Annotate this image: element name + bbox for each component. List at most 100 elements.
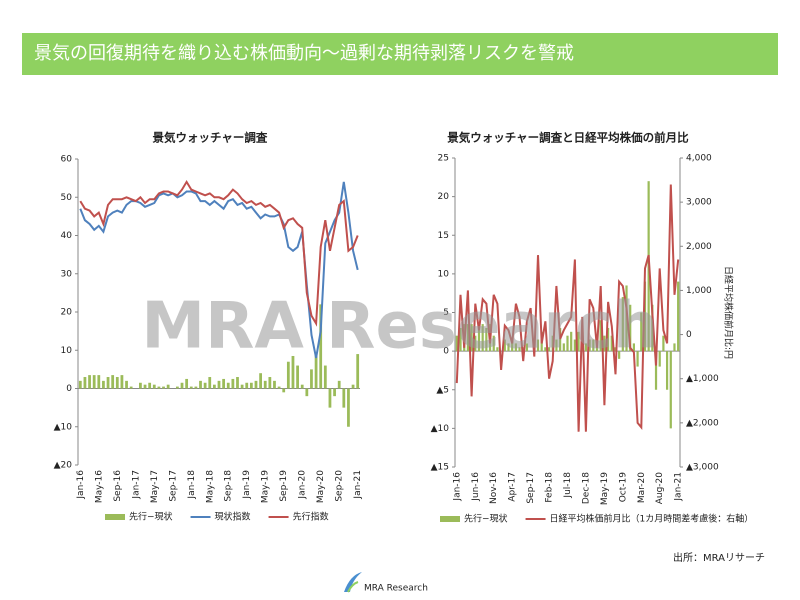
bar [139, 382, 142, 389]
header-title: 景気の回復期待を織り込む株価動向～過剰な期待剥落リスクを警戒 [34, 43, 574, 64]
y2-tick-label: ▲1,000 [686, 374, 719, 384]
legend-label: 先行−現状 [464, 513, 508, 525]
x-tick-label: May-17 [150, 470, 160, 503]
bar [125, 380, 128, 389]
bar [514, 343, 517, 352]
y-tick-label: 25 [438, 154, 449, 164]
bar [208, 377, 212, 389]
x-tick-label: Jan-16 [452, 472, 462, 502]
bar [599, 320, 602, 352]
x-tick-label: Sep-17 [526, 472, 536, 504]
bar [83, 377, 87, 389]
bar [351, 384, 355, 389]
bar [466, 324, 470, 352]
y-tick-label: ▲10 [54, 422, 73, 432]
logo: MRA Research [344, 572, 428, 594]
bar [536, 339, 540, 352]
x-tick-label: Jan-21 [674, 472, 684, 502]
bar [518, 347, 521, 352]
bar [658, 351, 661, 367]
legend-label: 先行−現状 [129, 511, 173, 523]
bar [111, 375, 115, 389]
bar [236, 377, 239, 389]
bar [337, 380, 341, 389]
bar [511, 339, 514, 352]
line [79, 179, 359, 327]
logo-mark [347, 581, 359, 593]
y2-tick-label: ▲3,000 [686, 463, 719, 473]
bar [102, 380, 105, 389]
bar [217, 380, 221, 389]
bar [157, 386, 161, 389]
x-tick-label: Sep-17 [168, 470, 178, 502]
bar [231, 378, 235, 389]
legend-label: 先行指数 [293, 511, 329, 523]
bar [547, 347, 551, 352]
bar [503, 339, 506, 352]
bar [588, 339, 591, 352]
bar [310, 369, 313, 389]
y-tick-label: 0 [66, 384, 72, 394]
bar [459, 327, 462, 352]
legend-label: 日経平均株価前月比（1カ月時間差考慮後：右軸） [550, 513, 754, 525]
x-tick-label: Dec-18 [581, 472, 591, 504]
y2-tick-label: 3,000 [686, 198, 712, 208]
bar [636, 351, 639, 367]
bar [129, 386, 133, 389]
x-tick-label: May-20 [316, 470, 326, 503]
bar [606, 327, 610, 352]
y-tick-label: 30 [61, 269, 73, 279]
bar [610, 335, 613, 352]
bar [273, 380, 276, 389]
bar [584, 343, 588, 352]
bar [286, 361, 290, 389]
legend-swatch [105, 514, 125, 520]
x-tick-label: Apr-17 [508, 472, 518, 502]
x-tick-label: Jan-16 [76, 470, 86, 500]
bar [162, 386, 165, 389]
bar [333, 388, 336, 397]
x-tick-label: May-18 [205, 470, 215, 503]
bar [555, 339, 558, 352]
x-tick-label: Nov-16 [489, 472, 499, 504]
bar [614, 347, 617, 352]
bar [259, 373, 262, 389]
y-tick-label: 60 [61, 155, 73, 165]
bar [640, 312, 643, 352]
line [79, 181, 359, 359]
bar [305, 388, 309, 397]
bar [618, 351, 621, 359]
bar [277, 386, 281, 389]
y-tick-label: 10 [438, 269, 450, 279]
bar [249, 382, 253, 389]
bar [268, 377, 272, 389]
bar [677, 281, 680, 352]
bar [621, 297, 624, 352]
bar [323, 365, 327, 389]
x-tick-label: Jan-20 [298, 470, 308, 500]
bar [78, 380, 82, 389]
x-tick-label: Sep-16 [113, 470, 123, 502]
bar [559, 327, 562, 352]
bar [88, 375, 91, 389]
bar [106, 377, 110, 389]
bar [194, 386, 198, 389]
y-tick-label: 20 [438, 192, 450, 202]
bar [143, 384, 147, 389]
chart-title: 景気ウォッチャー調査と日経平均株価の前月比 [446, 131, 689, 145]
logo-text: MRA Research [364, 584, 428, 594]
legend-label: 現状指数 [215, 511, 251, 523]
bar [643, 281, 647, 352]
y2-tick-label: 1,000 [686, 286, 712, 296]
bar [245, 382, 249, 389]
bar [662, 335, 665, 352]
bar [97, 375, 101, 389]
y-tick-label: 40 [61, 231, 73, 241]
bar [544, 347, 547, 352]
x-tick-label: Sep-20 [335, 470, 345, 502]
bar [573, 339, 576, 352]
bar [300, 384, 304, 389]
bar [347, 388, 350, 427]
x-tick-label: Jan-21 [353, 470, 363, 500]
bar [669, 351, 672, 429]
